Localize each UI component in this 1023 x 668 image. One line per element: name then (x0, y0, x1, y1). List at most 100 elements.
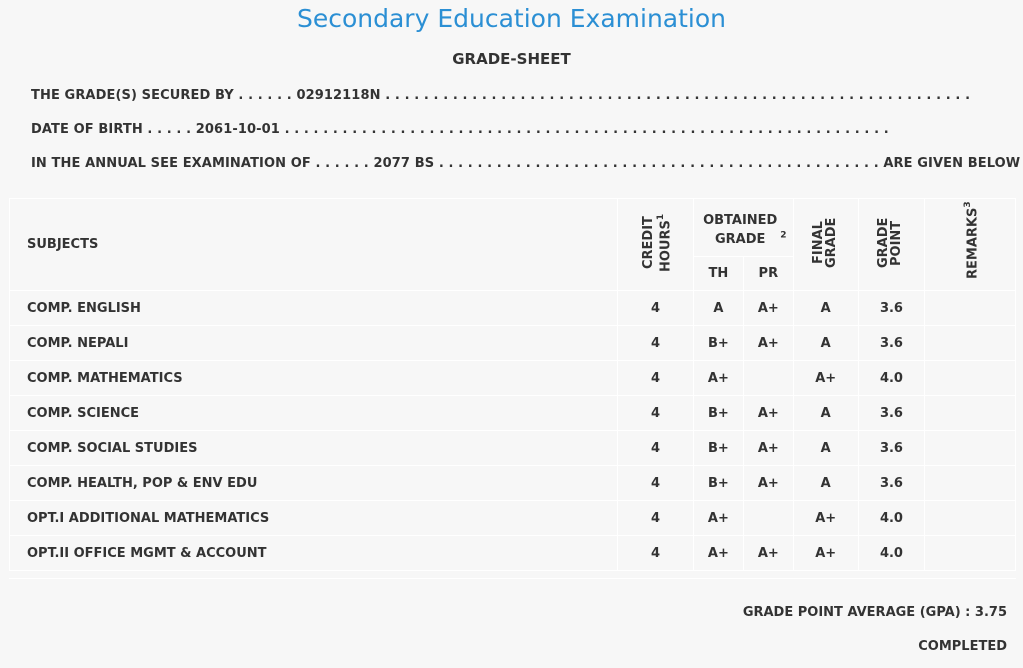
header-credit-hours: CREDIT HOURS1 (617, 198, 694, 291)
page-title: Secondary Education Examination (296, 4, 727, 33)
subject-cell: OPT.I ADDITIONAL MATHEMATICS (8, 500, 619, 536)
header-remarks-label: REMARKS (964, 207, 980, 279)
remarks-cell (924, 290, 1016, 326)
credit-hours-cell: 4 (617, 290, 694, 326)
pr-grade-cell (742, 360, 794, 396)
grade-point-cell: 3.6 (857, 290, 926, 326)
header-final-grade-label: FINAL GRADE (810, 217, 839, 268)
header-obtained-grade-label: OBTAINED GRADE (703, 212, 778, 247)
final-grade-cell: A+ (792, 500, 859, 536)
remarks-cell (924, 500, 1016, 536)
th-grade-cell: A+ (692, 360, 744, 396)
table-header: SUBJECTS CREDIT HOURS1 OBTAINED GRADE 2 F… (8, 198, 1016, 291)
dob-line: DATE OF BIRTH . . . . . 2061-10-01 . . .… (31, 122, 889, 137)
subject-cell: OPT.II OFFICE MGMT & ACCOUNT (8, 535, 619, 571)
exam-line: IN THE ANNUAL SEE EXAMINATION OF . . . .… (31, 156, 1023, 171)
grade-point-cell: 3.6 (857, 325, 926, 361)
th-grade-cell: B+ (692, 395, 744, 431)
gpa-line: GRADE POINT AVERAGE (GPA) : 3.75 (743, 605, 1007, 620)
credit-hours-cell: 4 (617, 325, 694, 361)
gpa-label: GRADE POINT AVERAGE (GPA) : (742, 605, 971, 620)
grade-sheet-heading: GRADE-SHEET (452, 50, 571, 68)
dob-trail: . . . . . . . . . . . . . . . . . . . . … (284, 122, 889, 137)
exam-trail: . . . . . . . . . . . . . . . . . . . . … (438, 156, 879, 171)
pr-grade-cell: A+ (742, 290, 794, 326)
pr-grade-cell: A+ (742, 465, 794, 501)
header-obtained-grade-sup: 2 (780, 230, 787, 241)
th-grade-cell: A+ (692, 500, 744, 536)
grade-point-cell: 3.6 (857, 430, 926, 466)
header-remarks-sup: 3 (962, 200, 973, 208)
credit-hours-cell: 4 (617, 465, 694, 501)
credit-hours-cell: 4 (617, 395, 694, 431)
table-row: OPT.I ADDITIONAL MATHEMATICS 4 A+ A+ 4.0 (8, 500, 1016, 536)
th-grade-cell: A+ (692, 535, 744, 571)
exam-tail: ARE GIVEN BELOW . . . (883, 156, 1023, 171)
exam-year: 2077 BS (373, 156, 435, 171)
grade-point-cell: 4.0 (857, 360, 926, 396)
symbol-number: 02912118N (296, 88, 381, 103)
final-grade-cell: A+ (792, 360, 859, 396)
table-row: COMP. HEALTH, POP & ENV EDU 4 B+ A+ A 3.6 (8, 465, 1016, 501)
header-obtained-grade: OBTAINED GRADE 2 (692, 198, 794, 257)
grade-point-cell: 3.6 (857, 465, 926, 501)
final-grade-cell: A (792, 430, 859, 466)
remarks-cell (924, 465, 1016, 501)
summary-block: GRADE POINT AVERAGE (GPA) : 3.75 COMPLET… (9, 578, 1016, 668)
credit-hours-cell: 4 (617, 430, 694, 466)
header-credit-hours-label: CREDIT HOURS (640, 216, 673, 272)
header-grade-point-label: GRADE POINT (876, 217, 905, 268)
header-th: TH (692, 256, 744, 291)
th-grade-cell: B+ (692, 465, 744, 501)
final-grade-cell: A+ (792, 535, 859, 571)
subject-cell: COMP. NEPALI (8, 325, 619, 361)
table-row: COMP. MATHEMATICS 4 A+ A+ 4.0 (8, 360, 1016, 396)
remarks-cell (924, 430, 1016, 466)
subject-cell: COMP. SCIENCE (8, 395, 619, 431)
credit-hours-cell: 4 (617, 360, 694, 396)
grade-table: SUBJECTS CREDIT HOURS1 OBTAINED GRADE 2 F… (8, 198, 1016, 571)
secured-by-trail: . . . . . . . . . . . . . . . . . . . . … (385, 88, 971, 103)
table-row: COMP. ENGLISH 4 A A+ A 3.6 (8, 290, 1016, 326)
pr-grade-cell: A+ (742, 535, 794, 571)
header-grade-point: GRADE POINT (857, 198, 926, 291)
remarks-cell (924, 395, 1016, 431)
secured-by-label: THE GRADE(S) SECURED BY . . . . . . (31, 88, 292, 103)
final-grade-cell: A (792, 465, 859, 501)
final-grade-cell: A (792, 395, 859, 431)
final-grade-cell: A (792, 325, 859, 361)
th-grade-cell: B+ (692, 430, 744, 466)
final-grade-cell: A (792, 290, 859, 326)
subject-cell: COMP. HEALTH, POP & ENV EDU (8, 465, 619, 501)
remarks-cell (924, 360, 1016, 396)
grade-point-cell: 4.0 (857, 500, 926, 536)
table-row: COMP. SCIENCE 4 B+ A+ A 3.6 (8, 395, 1016, 431)
exam-label: IN THE ANNUAL SEE EXAMINATION OF . . . .… (31, 156, 369, 171)
table-row: COMP. SOCIAL STUDIES 4 B+ A+ A 3.6 (8, 430, 1016, 466)
subject-cell: COMP. MATHEMATICS (8, 360, 619, 396)
gpa-value: 3.75 (974, 605, 1007, 620)
header-pr: PR (742, 256, 794, 291)
result-status: COMPLETED (918, 639, 1007, 654)
th-grade-cell: A (692, 290, 744, 326)
secured-by-line: THE GRADE(S) SECURED BY . . . . . . 0291… (31, 88, 970, 103)
dob-label: DATE OF BIRTH . . . . . (31, 122, 192, 137)
grade-point-cell: 3.6 (857, 395, 926, 431)
dob-value: 2061-10-01 (195, 122, 280, 137)
subject-cell: COMP. SOCIAL STUDIES (8, 430, 619, 466)
pr-grade-cell: A+ (742, 395, 794, 431)
table-row: OPT.II OFFICE MGMT & ACCOUNT 4 A+ A+ A+ 4.0 (8, 535, 1016, 571)
table-row: COMP. NEPALI 4 B+ A+ A 3.6 (8, 325, 1016, 361)
header-remarks: REMARKS3 (924, 198, 1016, 291)
remarks-cell (924, 535, 1016, 571)
pr-grade-cell: A+ (742, 325, 794, 361)
credit-hours-cell: 4 (617, 500, 694, 536)
pr-grade-cell: A+ (742, 430, 794, 466)
grade-point-cell: 4.0 (857, 535, 926, 571)
subject-cell: COMP. ENGLISH (8, 290, 619, 326)
header-subjects: SUBJECTS (8, 198, 619, 291)
th-grade-cell: B+ (692, 325, 744, 361)
table-body: COMP. ENGLISH 4 A A+ A 3.6 COMP. NEPALI 4 B+ A+ A 3… (8, 290, 1016, 571)
pr-grade-cell (742, 500, 794, 536)
header-credit-hours-sup: 1 (655, 213, 666, 220)
